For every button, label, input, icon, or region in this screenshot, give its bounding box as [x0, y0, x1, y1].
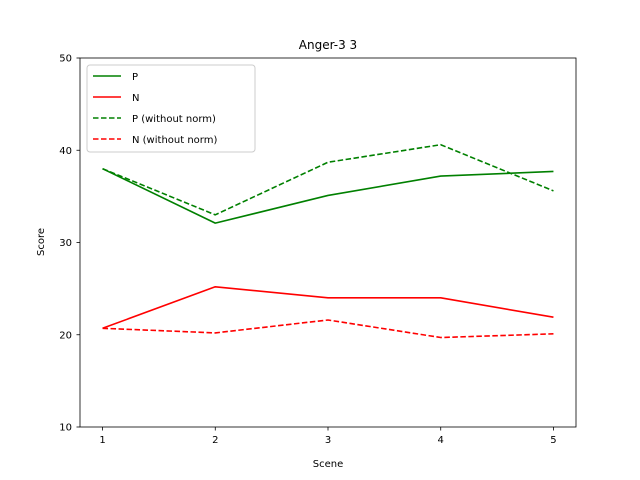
x-tick-label: 3	[325, 435, 331, 446]
x-tick-label: 1	[99, 435, 105, 446]
axis-ticks: 1 2 3 4 5 10 20 30 40 50	[59, 54, 556, 447]
y-tick-label: 40	[59, 146, 72, 157]
legend-label-2: N	[132, 93, 139, 104]
series-line-1	[102, 167, 554, 224]
legend-label-1: P	[132, 72, 138, 83]
legend-label-4: N (without norm)	[132, 135, 217, 146]
y-tick-label: 10	[59, 423, 72, 434]
series-line-3	[102, 143, 554, 216]
y-axis-label: Score	[36, 228, 47, 256]
chart-title: Anger-3 3	[299, 38, 357, 52]
x-tick-label: 4	[438, 435, 444, 446]
x-tick-label: 2	[212, 435, 218, 446]
legend: PN P (without norm) N (without norm)	[86, 64, 256, 153]
series-line-2	[102, 285, 554, 330]
x-tick-label: 5	[550, 435, 556, 446]
legend-label-3: P (without norm)	[132, 114, 216, 125]
legend-box	[86, 64, 256, 153]
plot-area	[102, 143, 554, 339]
y-tick-label: 30	[59, 238, 72, 249]
x-axis-label: Scene	[313, 459, 344, 470]
y-tick-label: 50	[59, 54, 72, 65]
series-line-4	[102, 319, 554, 339]
y-tick-label: 20	[59, 330, 72, 341]
